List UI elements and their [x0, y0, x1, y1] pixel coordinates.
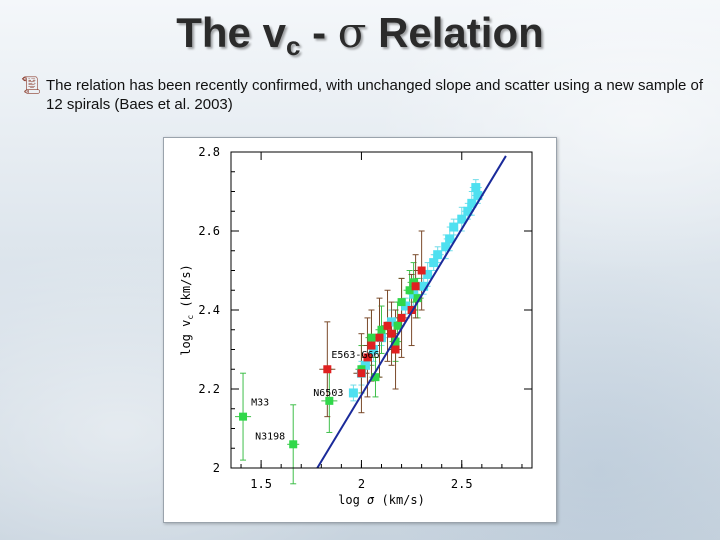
labels-layer: 1.5 2 2.5 2 2.2 2.4 2.6 2.8 log σ (km/s) log vc (…: [179, 145, 473, 507]
red-data-point: [357, 369, 366, 378]
cyan-data-point: [429, 258, 439, 268]
cyan-data-point: [433, 250, 443, 260]
red-data-point: [391, 345, 400, 354]
red-data-point: [367, 341, 376, 350]
red-data-point: [407, 306, 416, 314]
y-tick-label: 2.2: [198, 382, 220, 396]
cyan-data-point: [409, 289, 419, 299]
cyan-data-point: [473, 190, 483, 200]
red-data-point: [417, 266, 426, 275]
fit-line: [316, 155, 507, 469]
title-rest: Relation: [366, 9, 544, 56]
green-data-point: [413, 294, 422, 303]
cyan-data-point: [423, 269, 433, 279]
slide-title: The vc - σ Relation: [0, 8, 720, 62]
cyan-data-point: [441, 242, 451, 252]
green-data-point: [393, 321, 402, 330]
green-data-point: [239, 412, 248, 421]
galaxy-label: N6503: [313, 388, 343, 399]
green-data-point: [325, 396, 334, 405]
green-data-point: [391, 337, 400, 346]
cyan-data-point: [401, 301, 411, 311]
red-data-point: [387, 329, 396, 338]
scroll-bullet-icon: 📜︎: [20, 76, 42, 96]
title-subscript: c: [285, 31, 301, 61]
scatter-chart: 1.5 2 2.5 2 2.2 2.4 2.6 2.8 log σ (km/s) log vc (…: [179, 145, 533, 507]
y-tick-label: 2.6: [198, 224, 220, 238]
annotations-layer: E563-G66 M33 N6503 N3198: [251, 350, 379, 442]
title-dash: -: [300, 9, 338, 56]
red-data-point: [323, 365, 332, 374]
cyan-data-point: [419, 281, 429, 291]
green-data-point: [371, 373, 380, 382]
ticks-layer: [231, 151, 532, 469]
green-data-point: [377, 325, 386, 334]
red-data-point: [411, 282, 420, 291]
y-tick-label: 2.4: [198, 303, 220, 317]
title-main: The v: [176, 9, 286, 56]
chart-figure: 1.5 2 2.5 2 2.2 2.4 2.6 2.8 log σ (km/s) log vc (…: [163, 137, 557, 523]
cyan-data-point: [457, 214, 467, 224]
red-data-point: [383, 321, 392, 330]
galaxy-label: E563-G66: [331, 350, 379, 361]
green-data-point: [397, 298, 406, 307]
red-data-point: [397, 313, 406, 322]
green-data-point: [405, 286, 414, 295]
y-tick-label: 2.8: [198, 145, 220, 159]
cyan-data-point: [471, 183, 481, 193]
title-sigma: σ: [337, 8, 367, 57]
y-axis-label: log vc (km/s): [179, 264, 195, 356]
cyan-data-point: [467, 198, 477, 208]
red-data-point: [363, 353, 372, 362]
cyan-data-point: [348, 388, 358, 398]
bullet-text: The relation has been recently confirmed…: [46, 77, 704, 113]
green-data-point: [367, 333, 376, 342]
x-axis-label: log σ (km/s): [338, 493, 425, 507]
cyan-data-point: [387, 317, 397, 327]
galaxy-label: N3198: [255, 432, 285, 443]
red-data-point: [375, 333, 384, 342]
cyan-data-point: [463, 206, 473, 216]
green-data-point: [289, 440, 298, 449]
galaxy-label: M33: [251, 398, 269, 409]
x-tick-label: 2: [358, 477, 365, 491]
x-tick-label: 2.5: [451, 477, 473, 491]
points-layer: [239, 183, 483, 449]
cyan-data-point: [445, 234, 455, 244]
cyan-data-point: [449, 222, 459, 232]
y-tick-label: 2: [213, 461, 220, 475]
x-tick-label: 1.5: [250, 477, 272, 491]
cyan-data-point: [360, 360, 370, 370]
